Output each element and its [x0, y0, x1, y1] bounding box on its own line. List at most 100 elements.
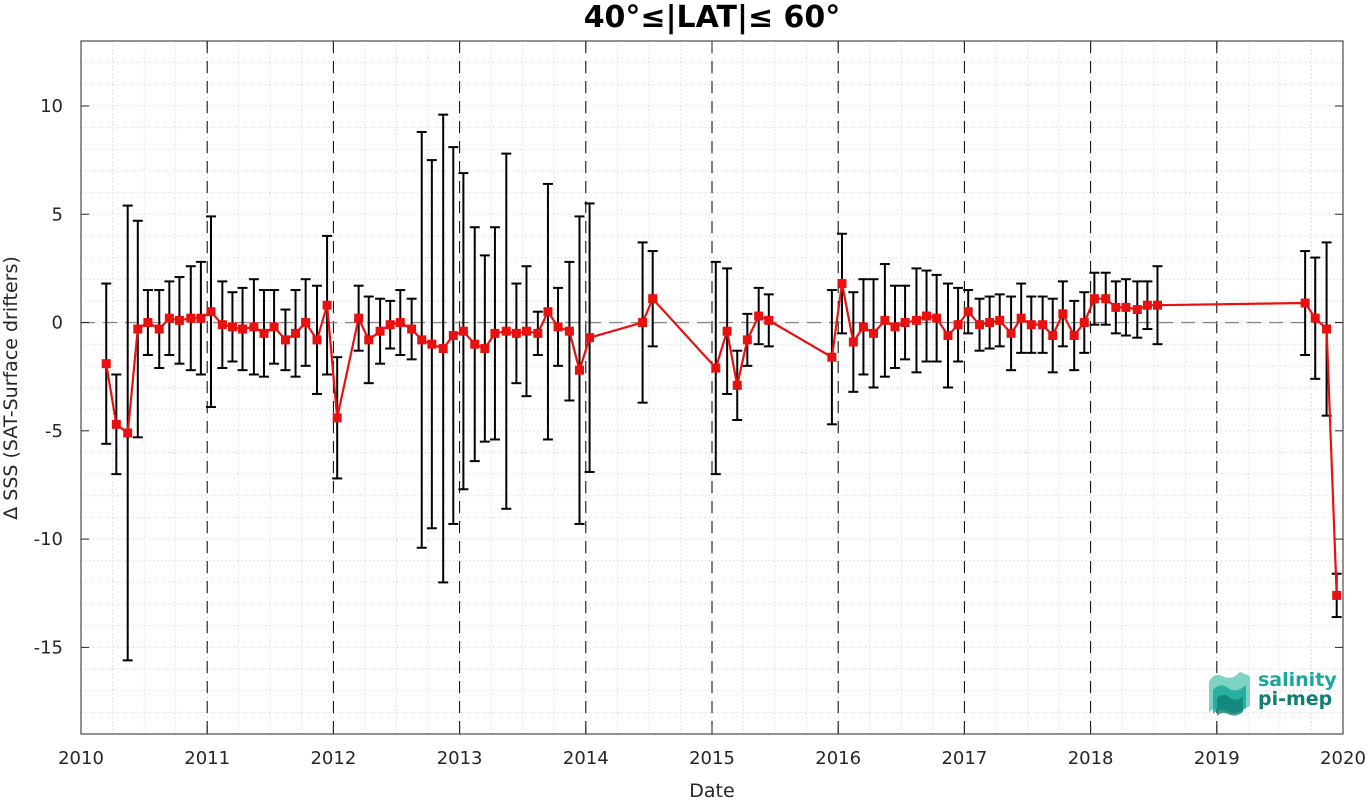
x-tick-label: 2015 [689, 748, 735, 769]
data-point [985, 318, 995, 328]
data-point [385, 320, 395, 330]
data-point [164, 313, 174, 323]
data-point [490, 328, 500, 338]
data-point [1006, 328, 1016, 338]
data-point [111, 419, 121, 429]
x-tick-label: 2013 [437, 748, 483, 769]
data-point [238, 324, 248, 334]
data-point [123, 428, 133, 438]
data-point [754, 311, 764, 321]
wave-logo-icon [1209, 672, 1250, 716]
data-point [395, 318, 405, 328]
y-axis-label: Δ SSS (SAT-Surface drifters) [0, 256, 22, 520]
data-point [711, 363, 721, 373]
data-point [648, 294, 658, 304]
data-point [332, 413, 342, 423]
data-point [227, 322, 237, 332]
data-point [458, 326, 468, 336]
data-point [1322, 324, 1332, 334]
data-point [438, 344, 448, 354]
data-point [259, 328, 269, 338]
data-point [280, 335, 290, 345]
x-tick-label: 2011 [184, 748, 230, 769]
data-point [869, 328, 879, 338]
data-point [932, 313, 942, 323]
data-point [1069, 331, 1079, 341]
data-point [1038, 320, 1048, 330]
data-point [922, 311, 932, 321]
data-point [742, 335, 752, 345]
y-tick-labels: -15 -10 -5 0 5 10 [34, 96, 63, 658]
data-point [880, 315, 890, 325]
data-point [722, 326, 732, 336]
data-point [1016, 313, 1026, 323]
axis-ticks [80, 41, 1344, 734]
data-point [1048, 331, 1058, 341]
x-tick-label: 2016 [815, 748, 861, 769]
salinity-pi-mep-logo: salinity pi-mep [1209, 669, 1337, 716]
logo-text-salinity: salinity [1258, 669, 1337, 691]
y-tick-label: 0 [52, 313, 63, 334]
data-point [511, 328, 521, 338]
x-tick-label: 2017 [941, 748, 987, 769]
data-point [890, 322, 900, 332]
data-point [269, 322, 279, 332]
data-point [427, 339, 437, 349]
data-point [1079, 318, 1089, 328]
data-point [1121, 302, 1131, 312]
data-point [848, 337, 858, 347]
data-point [953, 320, 963, 330]
x-tick-label: 2012 [310, 748, 356, 769]
data-point [827, 352, 837, 362]
x-tick-label: 2018 [1068, 748, 1114, 769]
x-tick-label: 2014 [563, 748, 609, 769]
data-point [995, 315, 1005, 325]
data-point [943, 331, 953, 341]
data-point [291, 328, 301, 338]
data-point [543, 307, 553, 317]
x-tick-label: 2010 [58, 748, 104, 769]
data-point [1300, 298, 1310, 308]
logo-text-pimep: pi-mep [1258, 688, 1332, 710]
data-point [900, 318, 910, 328]
data-point [837, 279, 847, 289]
data-point [1310, 313, 1320, 323]
data-point [975, 320, 985, 330]
data-point [354, 313, 364, 323]
data-point [480, 344, 490, 354]
data-point [963, 307, 973, 317]
y-tick-label: 10 [40, 96, 63, 117]
data-point [911, 315, 921, 325]
data-point [217, 320, 227, 330]
data-point [764, 315, 774, 325]
x-tick-label: 2019 [1194, 748, 1240, 769]
data-point [574, 365, 584, 375]
data-point [732, 380, 742, 390]
data-point [417, 335, 427, 345]
y-tick-label: -15 [34, 637, 63, 658]
data-point [312, 335, 322, 345]
data-point [407, 324, 417, 334]
data-point [249, 322, 259, 332]
data-point [143, 318, 153, 328]
data-point [375, 326, 385, 336]
data-point [521, 326, 531, 336]
data-point [101, 359, 111, 369]
data-point [1111, 302, 1121, 312]
data-point [553, 322, 563, 332]
data-point [1026, 320, 1036, 330]
data-point [1089, 294, 1099, 304]
data-point [564, 326, 574, 336]
data-point [448, 331, 458, 341]
y-tick-label: -10 [34, 529, 63, 550]
data-point [585, 333, 595, 343]
data-point [1132, 305, 1142, 315]
chart-title: 40°≤|LAT|≤ 60° [584, 0, 841, 35]
data-point [186, 313, 196, 323]
x-tick-labels: 2010 2011 2012 2013 2014 2015 2016 2017 2018 2019… [58, 748, 1366, 769]
data-point [470, 339, 480, 349]
data-point [533, 328, 543, 338]
data-point [501, 326, 511, 336]
data-point [301, 318, 311, 328]
